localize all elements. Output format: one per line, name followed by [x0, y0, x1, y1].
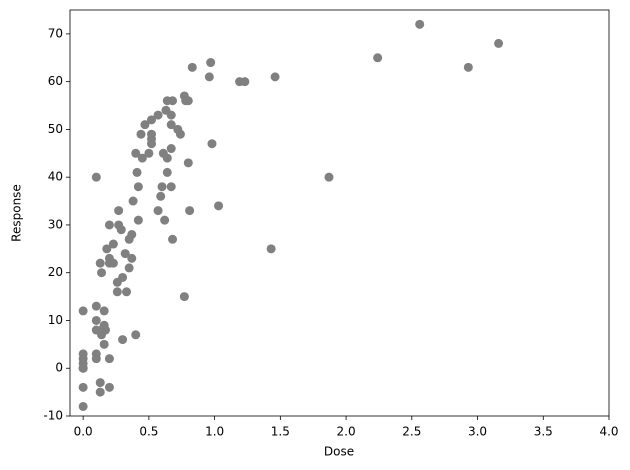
point [78, 401, 88, 411]
point [104, 382, 114, 392]
point [183, 96, 193, 106]
point [166, 120, 176, 130]
x-tick-label: 3.5 [534, 425, 553, 439]
point [140, 120, 150, 130]
point [183, 158, 193, 168]
point [128, 196, 138, 206]
point [108, 258, 118, 268]
point [166, 110, 176, 120]
point [415, 19, 425, 29]
point [114, 206, 124, 216]
y-tick-label: 30 [48, 217, 63, 231]
point [78, 382, 88, 392]
point [132, 167, 142, 177]
point [78, 306, 88, 316]
x-axis-label: Dose [324, 445, 354, 459]
point [100, 325, 110, 335]
point [160, 215, 170, 225]
point [162, 153, 172, 163]
point [373, 53, 383, 63]
point [99, 306, 109, 316]
plot-frame [69, 9, 610, 417]
point [124, 263, 134, 273]
point [91, 315, 101, 325]
point [91, 354, 101, 364]
x-tick-label: 1.0 [205, 425, 224, 439]
point [162, 167, 172, 177]
point [127, 229, 137, 239]
x-tick-label: 1.5 [271, 425, 290, 439]
point [91, 172, 101, 182]
point [91, 301, 101, 311]
point [168, 234, 178, 244]
y-tick-label: 20 [48, 265, 63, 279]
point [324, 172, 334, 182]
y-tick-label: 70 [48, 26, 63, 40]
y-tick-label: 50 [48, 122, 63, 136]
point [206, 58, 216, 68]
point [266, 244, 276, 254]
y-tick-label: -10 [43, 409, 63, 423]
point [104, 354, 114, 364]
point [166, 144, 176, 154]
point [131, 330, 141, 340]
x-tick-label: 0.0 [74, 425, 93, 439]
y-tick-label: 10 [48, 313, 63, 327]
x-tick-label: 0.5 [139, 425, 158, 439]
point [240, 77, 250, 87]
point [137, 153, 147, 163]
point [133, 182, 143, 192]
point [147, 139, 157, 149]
point [95, 378, 105, 388]
point [157, 182, 167, 192]
y-tick-label: 60 [48, 74, 63, 88]
point [99, 339, 109, 349]
point [153, 110, 163, 120]
point [179, 292, 189, 302]
point [153, 206, 163, 216]
point [204, 72, 214, 82]
point [95, 258, 105, 268]
y-tick-label: 0 [55, 361, 63, 375]
point [168, 96, 178, 106]
point [122, 287, 132, 297]
point [97, 268, 107, 278]
point [270, 72, 280, 82]
x-tick-label: 2.0 [337, 425, 356, 439]
point [78, 349, 88, 359]
point [144, 148, 154, 158]
point [102, 244, 112, 254]
point [133, 215, 143, 225]
point [147, 115, 157, 125]
point [136, 129, 146, 139]
x-tick-label: 3.0 [468, 425, 487, 439]
y-tick-label: 40 [48, 170, 63, 184]
point [156, 191, 166, 201]
y-axis-label: Response [10, 184, 24, 242]
point [78, 363, 88, 373]
point [112, 287, 122, 297]
point [207, 139, 217, 149]
point [131, 148, 141, 158]
point [118, 272, 128, 282]
point [175, 129, 185, 139]
point [118, 335, 128, 345]
point [494, 38, 504, 48]
point [185, 206, 195, 216]
point [166, 182, 176, 192]
point [108, 239, 118, 249]
point [127, 253, 137, 263]
point [463, 62, 473, 72]
point [120, 249, 130, 259]
point [95, 387, 105, 397]
point [214, 201, 224, 211]
point [116, 225, 126, 235]
x-tick-label: 4.0 [599, 425, 618, 439]
point [187, 62, 197, 72]
point [104, 220, 114, 230]
x-tick-label: 2.5 [402, 425, 421, 439]
